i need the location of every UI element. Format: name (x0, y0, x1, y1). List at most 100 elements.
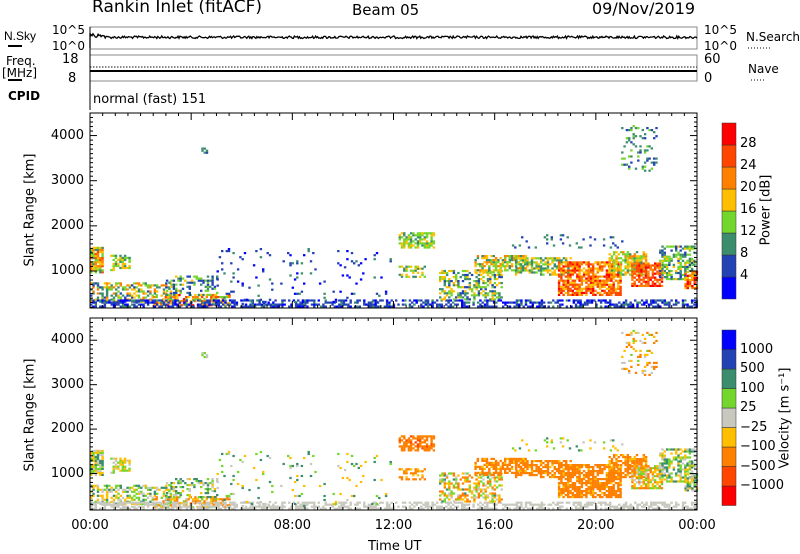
echo-cell (447, 501, 450, 504)
echo-cell (603, 466, 606, 469)
echo-cell (542, 269, 545, 272)
echo-cell (296, 478, 299, 482)
echo-cell (547, 503, 550, 506)
echo-cell (547, 507, 550, 510)
echo-cell (567, 263, 570, 266)
echo-cell (583, 505, 587, 508)
echo-cell (176, 507, 179, 510)
echo-cell (684, 285, 687, 288)
echo-cell (167, 500, 170, 503)
echo-cell (212, 298, 215, 301)
echo-cell (538, 303, 541, 306)
echo-cell (488, 469, 491, 472)
echo-cell (400, 476, 404, 479)
echo-cell (186, 281, 189, 284)
echo-cell (482, 276, 485, 279)
echo-cell (576, 494, 579, 497)
echo-cell (259, 458, 263, 462)
echo-cell (485, 271, 489, 274)
echo-cell (121, 490, 125, 493)
echo-cell (162, 492, 166, 495)
echo-cell (193, 283, 196, 286)
echo-cell (651, 268, 655, 271)
echo-cell (486, 480, 490, 483)
echo-cell (592, 478, 595, 481)
echo-cell (346, 476, 349, 480)
echo-cell (206, 281, 210, 284)
echo-cell (209, 496, 212, 499)
echo-cell (144, 292, 147, 295)
echo-cell (466, 476, 469, 479)
echo-cell (567, 484, 570, 487)
echo-cell (557, 470, 561, 473)
echo-cell (101, 449, 104, 452)
echo-cell (508, 457, 511, 460)
echo-cell (556, 301, 559, 304)
echo-cell (560, 279, 563, 282)
echo-cell (494, 465, 498, 468)
echo-cell (656, 280, 659, 283)
echo-cell (407, 236, 411, 239)
echo-cell (409, 240, 413, 243)
echo-cell (262, 270, 265, 273)
echo-cell (233, 507, 236, 510)
echo-cell (624, 255, 627, 258)
echo-cell (632, 125, 635, 128)
echo-cell (576, 269, 579, 272)
echo-cell (589, 267, 593, 270)
echo-cell (201, 147, 204, 150)
echo-cell (201, 502, 204, 505)
echo-cell (416, 437, 420, 440)
echo-cell (301, 501, 305, 504)
echo-cell (457, 282, 460, 285)
echo-cell (567, 490, 570, 493)
echo-cell (686, 285, 689, 288)
echo-cell (504, 261, 507, 264)
echo-cell (542, 462, 545, 465)
echo-cell (301, 503, 305, 506)
echo-cell (448, 472, 451, 475)
echo-cell (114, 260, 118, 263)
echo-cell (283, 299, 286, 302)
echo-cell (681, 505, 685, 508)
echo-cell (488, 463, 491, 466)
echo-cell (108, 288, 111, 291)
echo-cell (491, 500, 494, 503)
echo-cell (515, 501, 519, 504)
echo-cell (504, 267, 507, 270)
echo-cell (658, 264, 661, 267)
echo-cell (659, 305, 662, 308)
echo-cell (654, 278, 657, 281)
echo-cell (101, 261, 104, 264)
echo-cell (346, 274, 349, 277)
echo-cell (567, 464, 570, 467)
echo-cell (515, 507, 519, 510)
echo-cell (186, 275, 189, 278)
echo-cell (632, 137, 635, 140)
echo-cell (131, 294, 134, 297)
echo-cell (101, 465, 104, 468)
echo-cell (675, 505, 678, 508)
echo-cell (470, 273, 474, 277)
echo-cell (617, 269, 620, 272)
echo-cell (99, 471, 102, 474)
echo-cell (544, 472, 547, 475)
echo-cell (231, 305, 234, 308)
echo-cell (405, 273, 408, 276)
echo-cell (303, 254, 306, 257)
echo-cell (635, 264, 639, 267)
echo-cell (564, 490, 568, 493)
echo-cell (576, 472, 579, 475)
echo-cell (640, 501, 644, 504)
echo-cell (546, 474, 550, 477)
echo-cell (384, 494, 388, 498)
echo-cell (119, 457, 122, 460)
echo-cell (131, 299, 134, 302)
echo-cell (409, 238, 413, 241)
echo-cell (199, 505, 202, 508)
echo-cell (684, 505, 687, 508)
echo-cell (501, 261, 505, 264)
echo-cell (490, 463, 493, 466)
echo-cell (400, 242, 404, 245)
echo-cell (592, 269, 595, 272)
